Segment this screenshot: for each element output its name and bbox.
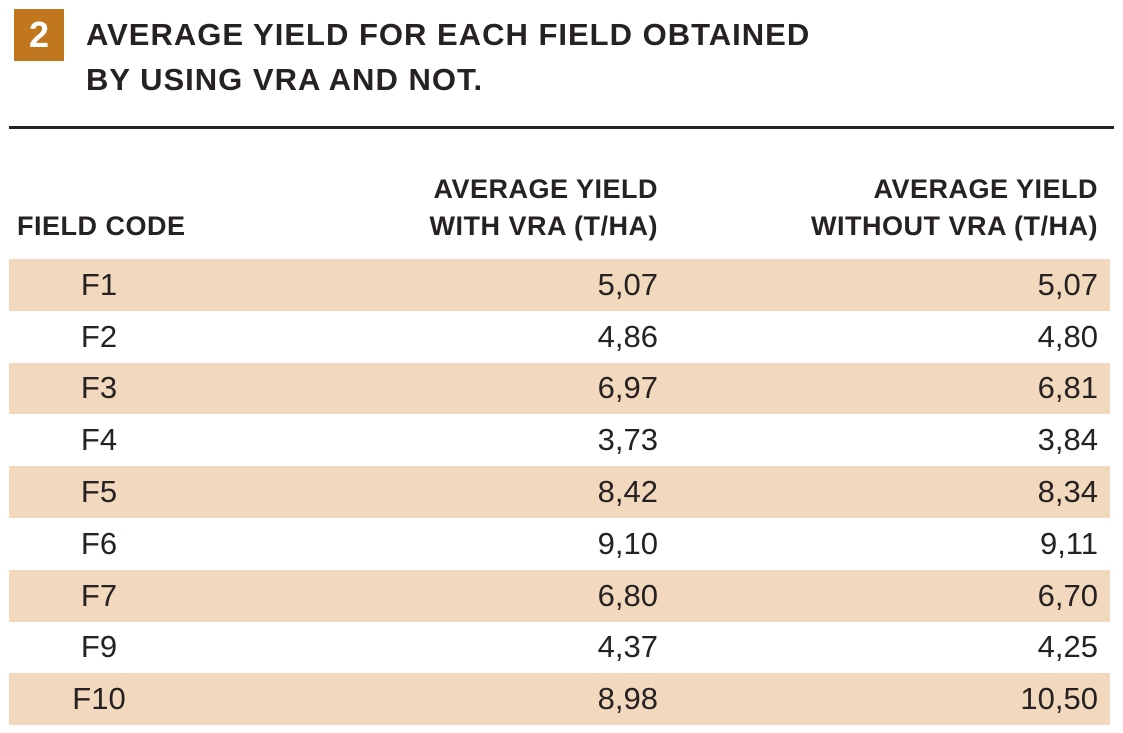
with-vra-cell: 8,98: [597, 681, 658, 717]
table-row: F10 8,98 10,50: [9, 673, 1110, 726]
column-header-field-code-label: FIELD CODE: [17, 211, 186, 241]
field-code-cell: F7: [80, 577, 118, 613]
column-header-without-vra-line1: AVERAGE YIELD: [873, 174, 1098, 204]
table-row: F2 4,86 4,80: [9, 310, 1110, 363]
column-header-without-vra-line2: WITHOUT VRA (T/HA): [811, 211, 1098, 241]
field-code-cell: F5: [80, 474, 118, 510]
field-code-cell: F10: [72, 681, 126, 717]
without-vra-cell: 6,70: [1037, 577, 1098, 613]
with-vra-cell: 3,73: [597, 422, 658, 458]
table-row: F6 9,10 9,11: [9, 517, 1110, 570]
with-vra-cell: 4,86: [597, 318, 658, 354]
column-header-without-vra: AVERAGE YIELD WITHOUT VRA (T/HA): [658, 129, 1110, 259]
figure-title-line1: AVERAGE YIELD FOR EACH FIELD OBTAINED: [86, 17, 811, 52]
with-vra-cell: 5,07: [597, 266, 658, 302]
field-code-cell: F9: [80, 629, 118, 665]
without-vra-cell: 8,34: [1037, 474, 1098, 510]
field-code-cell: F3: [80, 370, 118, 406]
yield-table-body: F1 5,07 5,07 F2 4,86 4,80 F3 6,97 6,81 F…: [9, 259, 1110, 726]
figure-title: AVERAGE YIELD FOR EACH FIELD OBTAINED BY…: [86, 12, 1113, 102]
without-vra-cell: 6,81: [1037, 370, 1098, 406]
without-vra-cell: 5,07: [1037, 266, 1098, 302]
figure-number-badge: 2: [14, 9, 64, 61]
with-vra-cell: 6,97: [597, 370, 658, 406]
table-row: F1 5,07 5,07: [9, 259, 1110, 311]
table-row: F9 4,37 4,25: [9, 621, 1110, 674]
with-vra-cell: 8,42: [597, 474, 658, 510]
yield-table: FIELD CODE AVERAGE YIELD WITH VRA (T/HA)…: [9, 129, 1110, 726]
yield-table-header: FIELD CODE AVERAGE YIELD WITH VRA (T/HA)…: [9, 129, 1110, 259]
table-row: F7 6,80 6,70: [9, 569, 1110, 622]
header-row: FIELD CODE AVERAGE YIELD WITH VRA (T/HA)…: [9, 129, 1110, 259]
with-vra-cell: 9,10: [597, 525, 658, 561]
column-header-with-vra: AVERAGE YIELD WITH VRA (T/HA): [189, 129, 658, 259]
with-vra-cell: 4,37: [597, 629, 658, 665]
column-header-with-vra-line1: AVERAGE YIELD: [433, 174, 658, 204]
without-vra-cell: 3,84: [1037, 422, 1098, 458]
column-header-field-code: FIELD CODE: [9, 129, 189, 259]
table-row: F5 8,42 8,34: [9, 466, 1110, 518]
field-code-cell: F6: [80, 525, 118, 561]
column-header-with-vra-line2: WITH VRA (T/HA): [429, 211, 658, 241]
field-code-cell: F1: [80, 266, 118, 302]
table-row: F4 3,73 3,84: [9, 414, 1110, 467]
table-row: F3 6,97 6,81: [9, 362, 1110, 415]
without-vra-cell: 10,50: [1020, 681, 1098, 717]
figure-caption: 2 AVERAGE YIELD FOR EACH FIELD OBTAINED …: [0, 0, 1123, 102]
field-code-cell: F2: [80, 318, 118, 354]
figure-title-line2: BY USING VRA AND NOT.: [86, 62, 484, 97]
without-vra-cell: 4,80: [1037, 318, 1098, 354]
field-code-cell: F4: [80, 422, 118, 458]
horizontal-divider: [9, 126, 1114, 129]
with-vra-cell: 6,80: [597, 577, 658, 613]
without-vra-cell: 4,25: [1037, 629, 1098, 665]
without-vra-cell: 9,11: [1039, 525, 1098, 561]
